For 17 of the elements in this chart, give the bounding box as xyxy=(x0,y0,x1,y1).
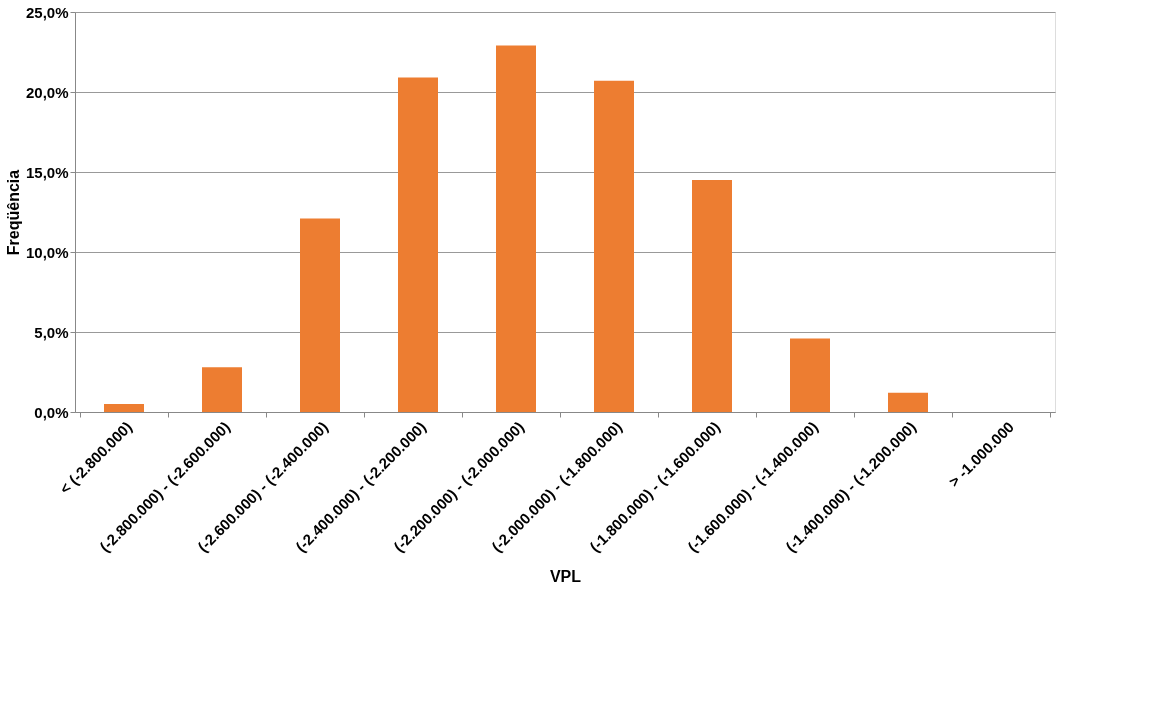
bar xyxy=(104,404,144,412)
bar xyxy=(202,367,242,412)
bar xyxy=(496,45,536,412)
bar xyxy=(888,392,928,412)
x-axis-title: VPL xyxy=(549,568,582,586)
y-axis-title: Freqüência xyxy=(4,169,22,256)
bar xyxy=(398,77,438,412)
y-tick-label: 20,0% xyxy=(25,83,69,101)
bar xyxy=(790,338,830,412)
y-tick-label: 5,0% xyxy=(34,323,69,341)
bar xyxy=(594,80,634,412)
y-tick-label: 25,0% xyxy=(25,3,69,21)
bar xyxy=(300,218,340,412)
y-tick-label: 15,0% xyxy=(25,163,69,181)
bar xyxy=(692,180,732,412)
y-tick-label: 10,0% xyxy=(25,243,69,261)
y-tick-label: 0,0% xyxy=(34,403,69,421)
